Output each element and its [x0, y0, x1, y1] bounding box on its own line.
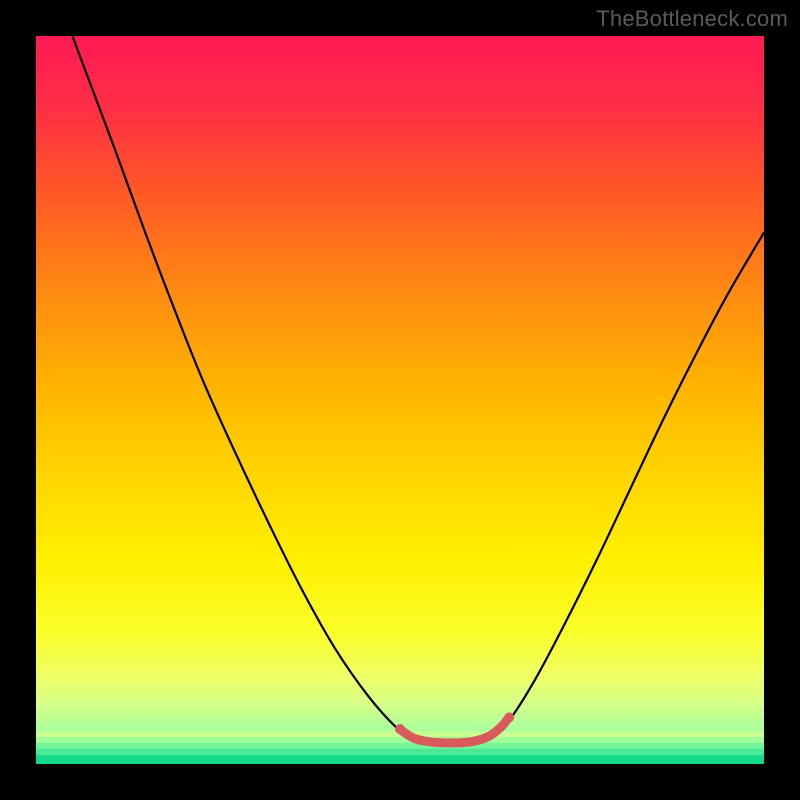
- bottleneck-curve: [72, 36, 764, 742]
- trough-highlight-line: [401, 719, 507, 743]
- curve-layer: [36, 36, 764, 764]
- chart-container: TheBottleneck.com: [0, 0, 800, 800]
- watermark-text: TheBottleneck.com: [596, 6, 788, 32]
- plot-area: [36, 36, 764, 764]
